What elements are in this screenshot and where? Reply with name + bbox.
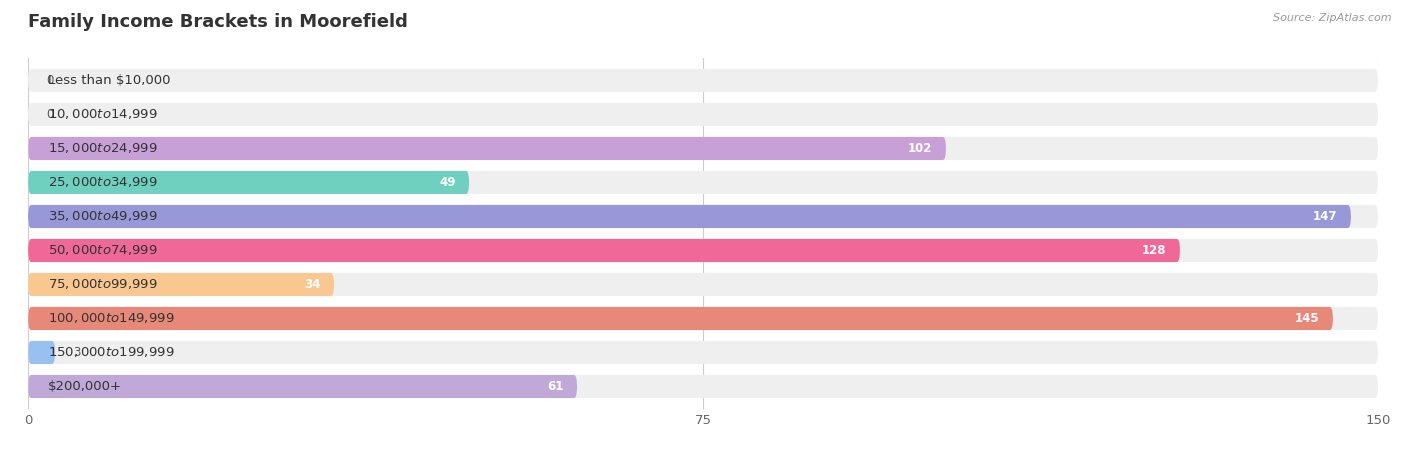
FancyBboxPatch shape	[28, 205, 1351, 228]
FancyBboxPatch shape	[28, 137, 946, 160]
Text: 145: 145	[1295, 312, 1319, 325]
FancyBboxPatch shape	[28, 137, 1378, 160]
Text: $150,000 to $199,999: $150,000 to $199,999	[48, 345, 174, 360]
Text: 34: 34	[304, 278, 321, 291]
Text: 49: 49	[439, 176, 456, 189]
Text: $35,000 to $49,999: $35,000 to $49,999	[48, 210, 157, 224]
Text: Source: ZipAtlas.com: Source: ZipAtlas.com	[1274, 13, 1392, 23]
FancyBboxPatch shape	[28, 69, 1378, 92]
FancyBboxPatch shape	[28, 205, 1378, 228]
FancyBboxPatch shape	[28, 273, 335, 296]
Text: $25,000 to $34,999: $25,000 to $34,999	[48, 176, 157, 189]
FancyBboxPatch shape	[28, 239, 1378, 262]
FancyBboxPatch shape	[28, 341, 1378, 364]
FancyBboxPatch shape	[28, 307, 1333, 330]
Text: 102: 102	[908, 142, 932, 155]
Text: $50,000 to $74,999: $50,000 to $74,999	[48, 243, 157, 257]
Text: $75,000 to $99,999: $75,000 to $99,999	[48, 277, 157, 291]
FancyBboxPatch shape	[28, 307, 1378, 330]
Text: $10,000 to $14,999: $10,000 to $14,999	[48, 107, 157, 122]
FancyBboxPatch shape	[28, 171, 1378, 194]
Text: $15,000 to $24,999: $15,000 to $24,999	[48, 141, 157, 155]
FancyBboxPatch shape	[28, 103, 1378, 126]
Text: 3: 3	[73, 346, 80, 359]
Text: 61: 61	[547, 380, 564, 393]
FancyBboxPatch shape	[28, 273, 1378, 296]
Text: Family Income Brackets in Moorefield: Family Income Brackets in Moorefield	[28, 13, 408, 31]
Text: 128: 128	[1142, 244, 1167, 257]
Text: Less than $10,000: Less than $10,000	[48, 74, 172, 87]
Text: $200,000+: $200,000+	[48, 380, 122, 393]
Text: 147: 147	[1313, 210, 1337, 223]
Text: 0: 0	[46, 108, 53, 121]
Text: $100,000 to $149,999: $100,000 to $149,999	[48, 312, 174, 326]
FancyBboxPatch shape	[28, 375, 576, 398]
FancyBboxPatch shape	[28, 171, 470, 194]
FancyBboxPatch shape	[28, 239, 1180, 262]
FancyBboxPatch shape	[28, 375, 1378, 398]
FancyBboxPatch shape	[28, 341, 55, 364]
Text: 0: 0	[46, 74, 53, 87]
